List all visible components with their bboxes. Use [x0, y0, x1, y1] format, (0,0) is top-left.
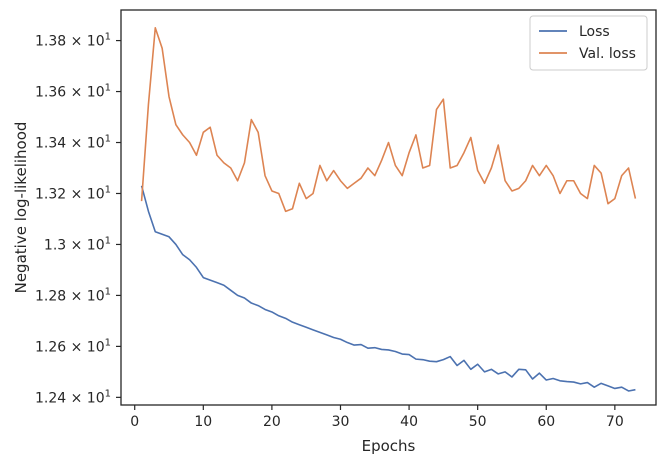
- y-tick-label: 1.3 × 101: [44, 235, 111, 253]
- series-line-2: [140, 27, 637, 213]
- y-tick-label: 1.26 × 101: [35, 337, 111, 355]
- legend: Loss Val. loss: [529, 15, 648, 71]
- x-tick-label: 70: [606, 414, 624, 430]
- y-tick-label: 1.34 × 101: [35, 134, 111, 152]
- x-tick-label: 30: [332, 414, 350, 430]
- plot-lines: [140, 27, 637, 392]
- y-tick-label: 1.32 × 101: [35, 184, 111, 202]
- x-tick-label: 60: [537, 414, 555, 430]
- y-tick-label: 1.36 × 101: [35, 83, 111, 101]
- y-tick-label: 1.38 × 101: [35, 32, 111, 50]
- x-tick-label: 50: [469, 414, 487, 430]
- x-axis-label: Epochs: [362, 437, 416, 455]
- y-tick-label: 1.28 × 101: [35, 286, 111, 304]
- legend-label: Loss: [579, 24, 610, 40]
- x-tick-label: 40: [400, 414, 418, 430]
- y-axis-label: Negative log-likelihood: [12, 122, 30, 294]
- y-tick-label: 1.24 × 101: [35, 388, 111, 406]
- legend-box: [529, 15, 648, 71]
- x-tick-label: 0: [130, 414, 139, 430]
- x-tick-label: 20: [263, 414, 281, 430]
- legend-label: Val. loss: [579, 46, 636, 62]
- series-line-1: [140, 185, 636, 392]
- plot-frame: [120, 9, 657, 406]
- y-axis: 1.24 × 101 1.26 × 101 1.28 × 101 1.3 × 101 1…: [35, 32, 121, 406]
- x-tick-label: 10: [194, 414, 212, 430]
- x-axis: 0 10 20 30 40 50 60 70: [130, 405, 624, 430]
